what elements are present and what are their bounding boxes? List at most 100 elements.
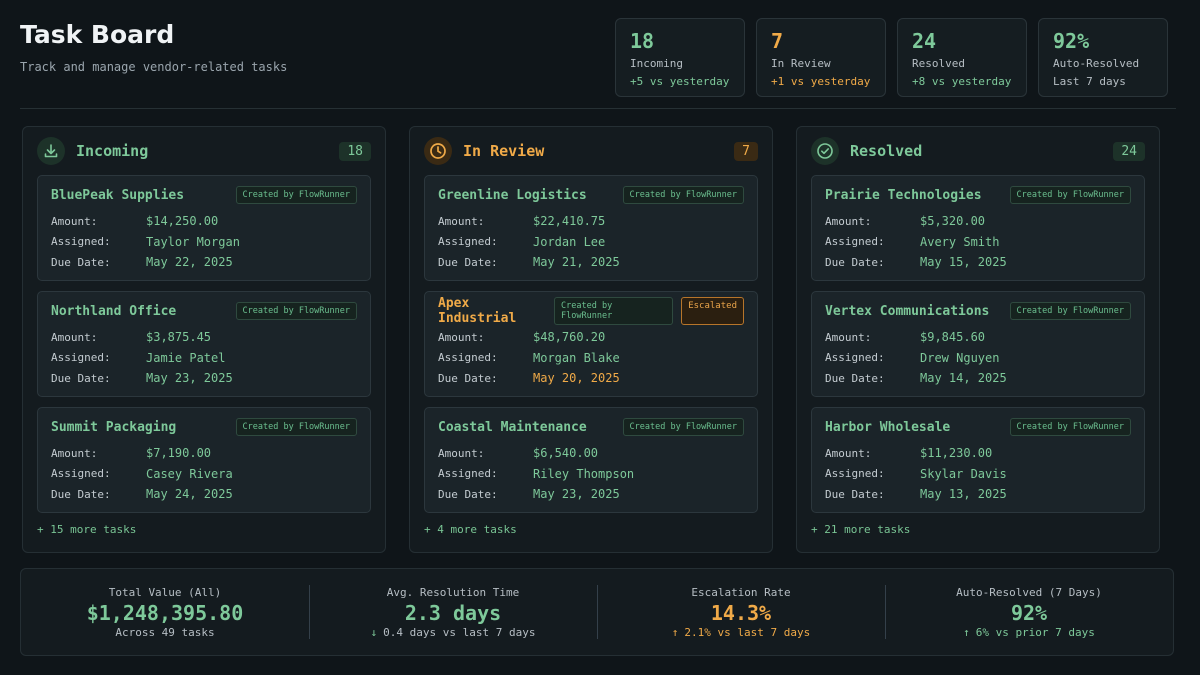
metric-change: ↑ 6% vs prior 7 days bbox=[963, 626, 1095, 639]
stats-bar: 18 Incoming +5 vs yesterday 7 In Review +1 vs… bbox=[615, 18, 1168, 97]
field-value-amount: $11,230.00 bbox=[920, 446, 993, 461]
check-circle-icon bbox=[811, 137, 839, 165]
task-card-header: Vertex Communications Created by FlowRunn… bbox=[825, 302, 1131, 320]
created-by-badge: Created by FlowRunner bbox=[235, 302, 357, 320]
task-field-amount: Amount: $14,250.00 bbox=[51, 211, 357, 232]
vendor-name: Vertex Communications bbox=[825, 303, 990, 319]
more-tasks-link[interactable]: + 4 more tasks bbox=[424, 523, 517, 536]
task-field-amount: Amount: $22,410.75 bbox=[438, 211, 744, 232]
task-field-amount: Amount: $3,875.45 bbox=[51, 327, 357, 348]
clock-icon bbox=[424, 137, 452, 165]
summary-footer: Total Value (All) $1,248,395.80 Across 49 … bbox=[20, 568, 1174, 656]
badge-group: Created by FlowRunner bbox=[235, 186, 357, 204]
stat-value: 92% bbox=[1053, 29, 1090, 53]
task-card[interactable]: Vertex Communications Created by FlowRunn… bbox=[811, 291, 1145, 397]
vendor-name: Coastal Maintenance bbox=[438, 419, 587, 435]
field-value-assigned: Jamie Patel bbox=[146, 350, 226, 365]
field-value-due: May 23, 2025 bbox=[533, 487, 620, 502]
field-label: Assigned: bbox=[825, 235, 885, 249]
column-count-badge: 18 bbox=[339, 141, 371, 161]
field-label: Amount: bbox=[438, 446, 485, 460]
vendor-name: BluePeak Supplies bbox=[51, 187, 185, 203]
task-field-amount: Amount: $11,230.00 bbox=[825, 443, 1131, 464]
more-tasks-link[interactable]: + 21 more tasks bbox=[811, 523, 911, 536]
more-tasks-link[interactable]: + 15 more tasks bbox=[37, 523, 137, 536]
field-value-due: May 23, 2025 bbox=[146, 371, 233, 386]
field-label: Amount: bbox=[825, 446, 872, 460]
field-value-amount: $9,845.60 bbox=[920, 330, 986, 345]
task-field-assigned: Assigned: Morgan Blake bbox=[438, 348, 744, 369]
field-value-assigned: Skylar Davis bbox=[920, 466, 1007, 481]
summary-metric: Total Value (All) $1,248,395.80 Across 49 … bbox=[21, 569, 309, 655]
stat-change: Last 7 days bbox=[1053, 75, 1126, 88]
field-value-due: May 14, 2025 bbox=[920, 371, 1007, 386]
field-label: Due Date: bbox=[51, 255, 111, 269]
task-field-due: Due Date: May 13, 2025 bbox=[825, 484, 1131, 505]
badge-group: Created by FlowRunner bbox=[622, 418, 744, 436]
stat-card-in-review: 7 In Review +1 vs yesterday bbox=[756, 18, 886, 97]
badge-group: Created by FlowRunner bbox=[1009, 418, 1131, 436]
task-card[interactable]: Apex Industrial Created by FlowRunner Esca… bbox=[424, 291, 758, 397]
stat-value: 18 bbox=[630, 29, 655, 53]
field-label: Due Date: bbox=[438, 255, 498, 269]
metric-change: ↓ 0.4 days vs last 7 days bbox=[371, 626, 536, 639]
field-value-due: May 13, 2025 bbox=[920, 487, 1007, 502]
field-value-assigned: Avery Smith bbox=[920, 234, 1000, 249]
metric-label: Avg. Resolution Time bbox=[386, 585, 520, 599]
page-subtitle: Track and manage vendor-related tasks bbox=[20, 60, 288, 74]
field-label: Due Date: bbox=[438, 371, 498, 385]
column-incoming: Incoming 18 BluePeak Supplies Created by Fl… bbox=[22, 126, 386, 553]
task-card[interactable]: Northland Office Created by FlowRunner Amo… bbox=[37, 291, 371, 397]
stat-label: Auto-Resolved bbox=[1053, 57, 1140, 70]
badge-group: Created by FlowRunner bbox=[622, 186, 744, 204]
field-label: Assigned: bbox=[51, 235, 111, 249]
task-field-due: Due Date: May 22, 2025 bbox=[51, 252, 357, 273]
task-card-header: Coastal Maintenance Created by FlowRunner bbox=[438, 418, 744, 436]
vendor-name: Summit Packaging bbox=[51, 419, 177, 435]
metric-value: $1,248,395.80 bbox=[86, 600, 244, 625]
field-value-due: May 15, 2025 bbox=[920, 255, 1007, 270]
stat-change: +1 vs yesterday bbox=[771, 75, 871, 88]
summary-metric: Auto-Resolved (7 Days) 92% ↑ 6% vs prior 7 … bbox=[885, 569, 1173, 655]
task-field-due: Due Date: May 23, 2025 bbox=[51, 368, 357, 389]
metric-value: 2.3 days bbox=[404, 600, 502, 625]
arrow-up-icon: ↑ bbox=[963, 625, 970, 639]
task-field-amount: Amount: $48,760.20 bbox=[438, 327, 744, 348]
field-value-amount: $14,250.00 bbox=[146, 214, 219, 229]
task-field-assigned: Assigned: Casey Rivera bbox=[51, 464, 357, 485]
task-field-due: Due Date: May 14, 2025 bbox=[825, 368, 1131, 389]
task-field-amount: Amount: $6,540.00 bbox=[438, 443, 744, 464]
task-card[interactable]: Summit Packaging Created by FlowRunner Amo… bbox=[37, 407, 371, 513]
task-field-assigned: Assigned: Taylor Morgan bbox=[51, 232, 357, 253]
stat-card-resolved: 24 Resolved +8 vs yesterday bbox=[897, 18, 1027, 97]
task-card[interactable]: Harbor Wholesale Created by FlowRunner Amo… bbox=[811, 407, 1145, 513]
column-in-review: In Review 7 Greenline Logistics Created by … bbox=[409, 126, 773, 553]
task-card[interactable]: Greenline Logistics Created by FlowRunner… bbox=[424, 175, 758, 281]
metric-value: 92% bbox=[1010, 600, 1048, 625]
task-card-header: Summit Packaging Created by FlowRunner bbox=[51, 418, 357, 436]
field-value-amount: $5,320.00 bbox=[920, 214, 986, 229]
task-field-assigned: Assigned: Avery Smith bbox=[825, 232, 1131, 253]
field-value-due: May 22, 2025 bbox=[146, 255, 233, 270]
task-field-assigned: Assigned: Drew Nguyen bbox=[825, 348, 1131, 369]
task-card[interactable]: Coastal Maintenance Created by FlowRunner… bbox=[424, 407, 758, 513]
field-label: Due Date: bbox=[825, 255, 885, 269]
vendor-name: Apex Industrial bbox=[438, 296, 517, 326]
task-card[interactable]: Prairie Technologies Created by FlowRunne… bbox=[811, 175, 1145, 281]
column-header: Resolved 24 bbox=[811, 137, 1145, 165]
column-count-badge: 24 bbox=[1113, 141, 1145, 161]
stat-card-incoming: 18 Incoming +5 vs yesterday bbox=[615, 18, 745, 97]
field-value-assigned: Morgan Blake bbox=[533, 350, 620, 365]
created-by-badge: Created by FlowRunner bbox=[554, 297, 674, 325]
stat-label: Resolved bbox=[912, 57, 965, 70]
task-card[interactable]: BluePeak Supplies Created by FlowRunner Am… bbox=[37, 175, 371, 281]
badge-group: Created by FlowRunner bbox=[235, 302, 357, 320]
stat-label: Incoming bbox=[630, 57, 683, 70]
summary-metric: Escalation Rate 14.3% ↑ 2.1% vs last 7 days bbox=[597, 569, 885, 655]
badge-group: Created by FlowRunner bbox=[1009, 302, 1131, 320]
metric-change: ↑ 2.1% vs last 7 days bbox=[672, 626, 810, 639]
column-title: Resolved bbox=[850, 142, 923, 160]
vendor-name: Harbor Wholesale bbox=[825, 419, 951, 435]
field-value-assigned: Casey Rivera bbox=[146, 466, 233, 481]
